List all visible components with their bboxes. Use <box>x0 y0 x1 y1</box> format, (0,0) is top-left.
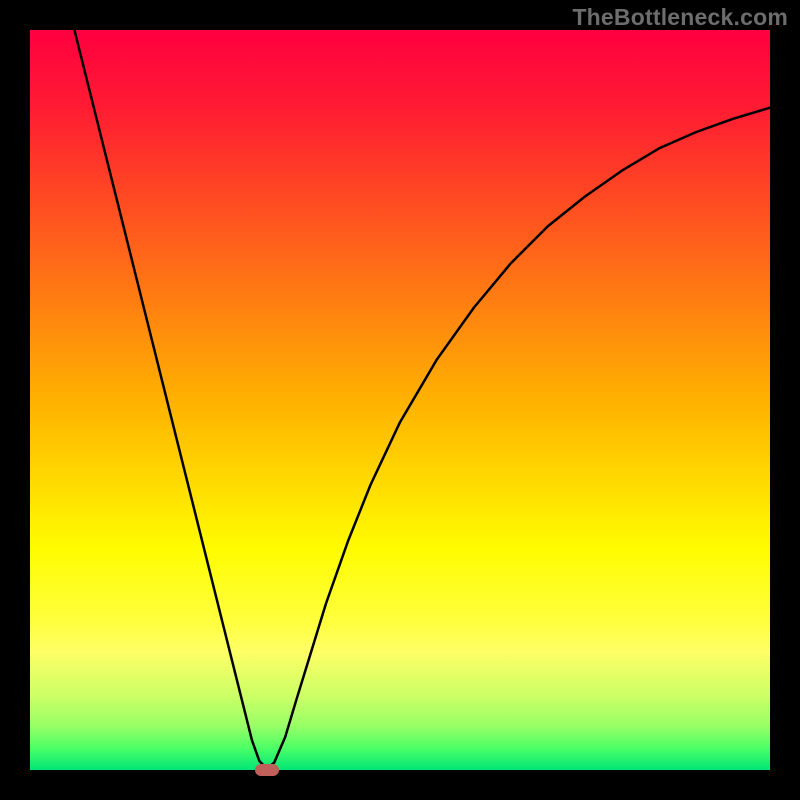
watermark-label: TheBottleneck.com <box>572 4 788 31</box>
bottleneck-curve <box>30 30 770 770</box>
plot-area <box>30 30 770 770</box>
chart-container: TheBottleneck.com <box>0 0 800 800</box>
minimum-marker <box>255 764 279 776</box>
